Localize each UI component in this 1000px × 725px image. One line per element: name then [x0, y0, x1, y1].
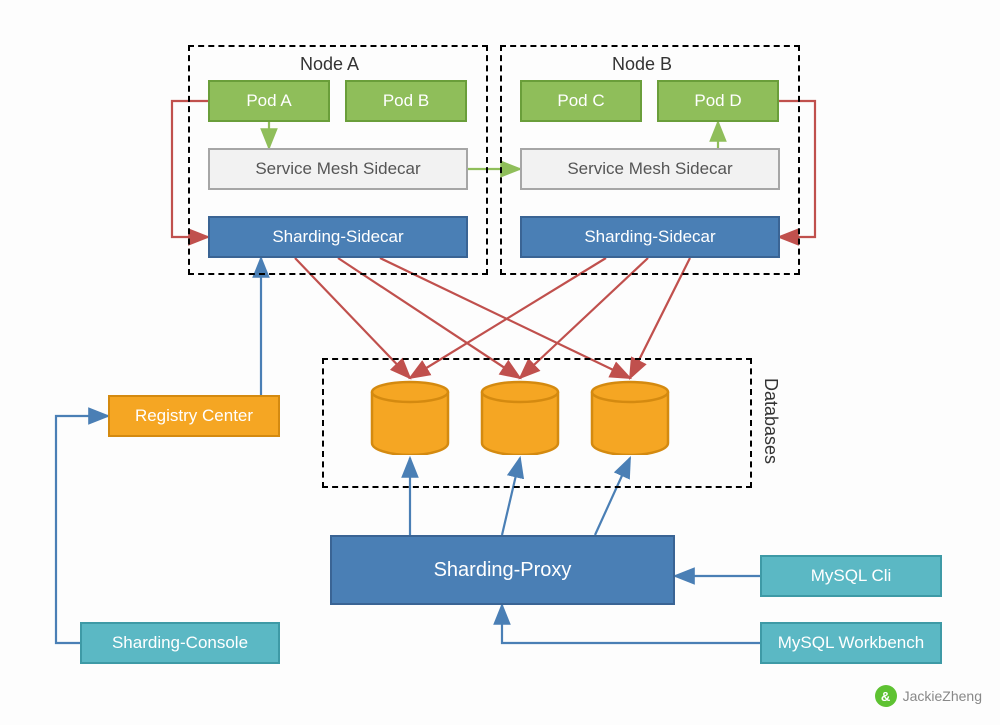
- pod-a-label: Pod A: [246, 91, 291, 111]
- sharding-sidecar-b-box: Sharding-Sidecar: [520, 216, 780, 258]
- node-a-title: Node A: [300, 54, 359, 75]
- wechat-icon: &: [875, 685, 897, 707]
- pod-a-box: Pod A: [208, 80, 330, 122]
- sharding-proxy-box: Sharding-Proxy: [330, 535, 675, 605]
- registry-center-box: Registry Center: [108, 395, 280, 437]
- registry-center-label: Registry Center: [135, 406, 253, 426]
- watermark: & JackieZheng: [875, 685, 982, 707]
- node-b-title: Node B: [612, 54, 672, 75]
- mesh-b-box: Service Mesh Sidecar: [520, 148, 780, 190]
- mysql-workbench-label: MySQL Workbench: [778, 633, 924, 653]
- sharding-sidecar-a-label: Sharding-Sidecar: [272, 227, 403, 247]
- pod-c-box: Pod C: [520, 80, 642, 122]
- pod-b-label: Pod B: [383, 91, 429, 111]
- pod-c-label: Pod C: [557, 91, 604, 111]
- mysql-workbench-box: MySQL Workbench: [760, 622, 942, 664]
- pod-d-label: Pod D: [694, 91, 741, 111]
- pod-d-box: Pod D: [657, 80, 779, 122]
- mesh-b-label: Service Mesh Sidecar: [567, 159, 732, 179]
- mysql-cli-box: MySQL Cli: [760, 555, 942, 597]
- mesh-a-label: Service Mesh Sidecar: [255, 159, 420, 179]
- watermark-text: JackieZheng: [903, 688, 982, 704]
- sharding-console-label: Sharding-Console: [112, 633, 248, 653]
- databases-title: Databases: [760, 378, 781, 464]
- mysql-cli-label: MySQL Cli: [811, 566, 892, 586]
- mesh-a-box: Service Mesh Sidecar: [208, 148, 468, 190]
- database-2-icon: [480, 380, 560, 460]
- sharding-proxy-label: Sharding-Proxy: [434, 559, 572, 582]
- sharding-console-box: Sharding-Console: [80, 622, 280, 664]
- sharding-sidecar-a-box: Sharding-Sidecar: [208, 216, 468, 258]
- pod-b-box: Pod B: [345, 80, 467, 122]
- sharding-sidecar-b-label: Sharding-Sidecar: [584, 227, 715, 247]
- database-1-icon: [370, 380, 450, 460]
- database-3-icon: [590, 380, 670, 460]
